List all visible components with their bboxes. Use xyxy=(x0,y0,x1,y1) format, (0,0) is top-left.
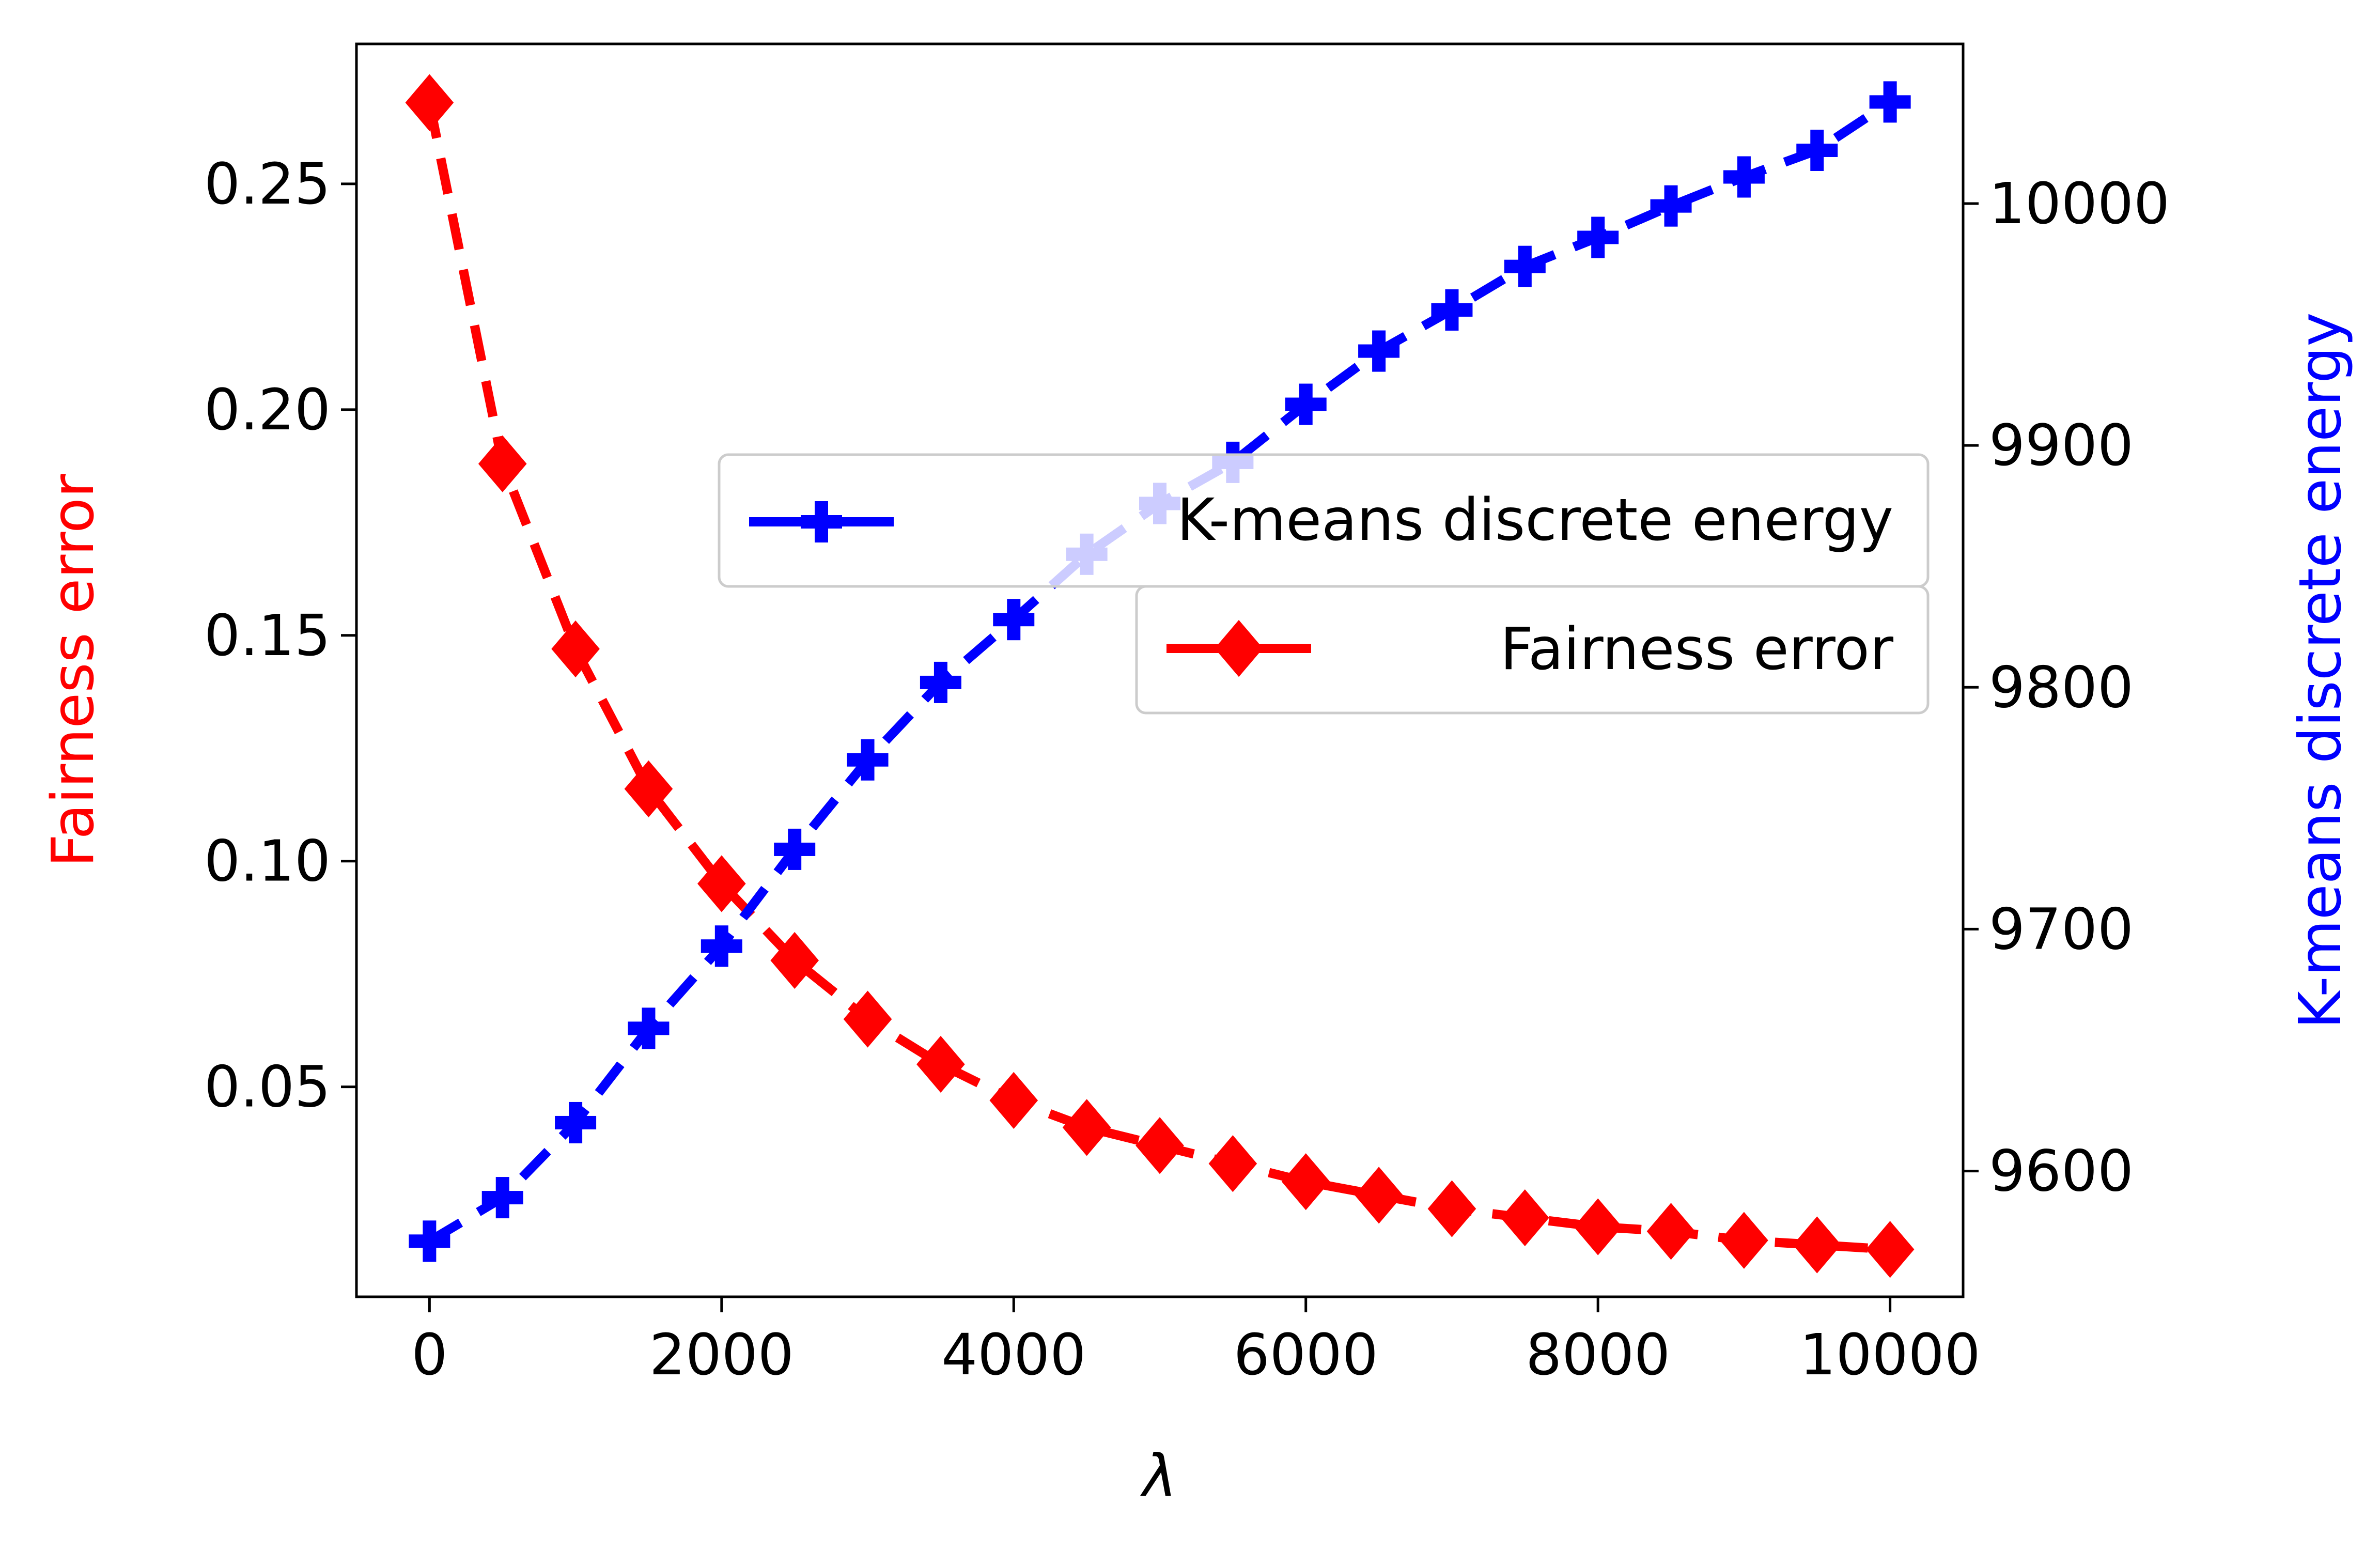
legend-kmeans-marker xyxy=(801,501,842,542)
right-y-tick-label: 9900 xyxy=(1989,412,2134,478)
data-point-fairness xyxy=(405,74,454,131)
data-point-fairness xyxy=(843,990,892,1048)
data-point-kmeans xyxy=(1358,330,1400,372)
left-y-tick-label: 0.25 xyxy=(204,151,331,217)
data-point-fairness xyxy=(1720,1212,1768,1269)
data-point-fairness xyxy=(989,1072,1038,1129)
data-point-kmeans xyxy=(701,925,742,967)
data-point-kmeans xyxy=(1723,156,1765,198)
data-point-kmeans xyxy=(993,599,1035,641)
x-tick-label: 10000 xyxy=(1800,1322,1981,1388)
x-tick-label: 6000 xyxy=(1234,1322,1378,1388)
left-y-axis: 0.05 0.10 0.15 0.20 0.25 xyxy=(204,151,356,1120)
legend-fairness-label: Fairness error xyxy=(1500,616,1894,683)
data-point-kmeans xyxy=(481,1177,523,1219)
data-point-fairness xyxy=(1500,1189,1549,1247)
data-point-fairness xyxy=(1793,1216,1842,1274)
legend-kmeans: K-means discrete energy xyxy=(718,453,1930,588)
x-tick-label: 2000 xyxy=(649,1322,794,1388)
legend-fairness-swatch xyxy=(1166,619,1311,677)
data-point-fairness xyxy=(1135,1117,1184,1174)
left-y-tick-label: 0.05 xyxy=(204,1054,331,1120)
data-point-fairness xyxy=(697,855,746,912)
x-tick-label: 4000 xyxy=(941,1322,1086,1388)
data-point-kmeans xyxy=(1431,289,1473,331)
data-point-kmeans xyxy=(1504,245,1546,287)
data-point-fairness xyxy=(1208,1135,1257,1192)
right-y-tick-label: 9600 xyxy=(1989,1138,2134,1204)
left-y-axis-label: Fairness error xyxy=(40,473,107,867)
x-axis: 0 2000 4000 6000 8000 10000 xyxy=(411,1297,1981,1388)
data-point-kmeans xyxy=(1869,81,1911,123)
data-point-kmeans xyxy=(920,661,961,703)
legend-fairness: Fairness error xyxy=(1135,585,1930,715)
data-point-fairness xyxy=(1281,1153,1330,1211)
data-point-kmeans xyxy=(1577,216,1619,258)
data-point-fairness xyxy=(478,435,527,492)
data-point-kmeans xyxy=(555,1102,597,1143)
data-point-kmeans xyxy=(847,739,889,781)
legend-kmeans-swatch xyxy=(749,501,894,542)
data-point-kmeans xyxy=(1796,129,1838,171)
data-point-kmeans xyxy=(1650,185,1692,227)
data-point-fairness xyxy=(1427,1180,1476,1237)
x-axis-label: λ xyxy=(1140,1443,1177,1510)
left-y-tick-label: 0.20 xyxy=(204,377,331,443)
right-y-tick-label: 9800 xyxy=(1989,654,2134,720)
data-point-fairness xyxy=(770,932,819,989)
right-y-axis: 9600 9700 9800 9900 10000 xyxy=(1963,170,2170,1204)
x-tick-label: 8000 xyxy=(1526,1322,1670,1388)
legend-fairness-marker xyxy=(1215,619,1263,677)
data-point-kmeans xyxy=(774,828,816,870)
data-point-fairness xyxy=(916,1035,965,1093)
left-y-tick-label: 0.10 xyxy=(204,828,331,894)
data-point-fairness xyxy=(551,620,600,678)
legend-kmeans-label: K-means discrete energy xyxy=(1177,487,1893,554)
data-point-kmeans xyxy=(1285,383,1327,425)
right-y-tick-label: 10000 xyxy=(1989,170,2170,237)
legend-fairness-box xyxy=(1135,585,1930,715)
right-y-tick-label: 9700 xyxy=(1989,896,2134,962)
data-point-fairness xyxy=(1062,1099,1111,1156)
data-point-kmeans xyxy=(628,1007,670,1049)
left-y-tick-label: 0.15 xyxy=(204,602,331,669)
plot-frame xyxy=(355,42,1965,1298)
data-point-fairness xyxy=(1574,1198,1623,1255)
data-point-fairness xyxy=(1865,1221,1915,1278)
x-tick-label: 0 xyxy=(411,1322,447,1388)
data-point-kmeans xyxy=(409,1220,450,1262)
right-y-axis-label: K-means discrete energy xyxy=(2287,313,2354,1029)
data-point-fairness xyxy=(624,760,673,817)
series-layer xyxy=(405,74,1915,1278)
data-point-fairness xyxy=(1646,1203,1695,1260)
data-point-fairness xyxy=(1355,1167,1403,1224)
